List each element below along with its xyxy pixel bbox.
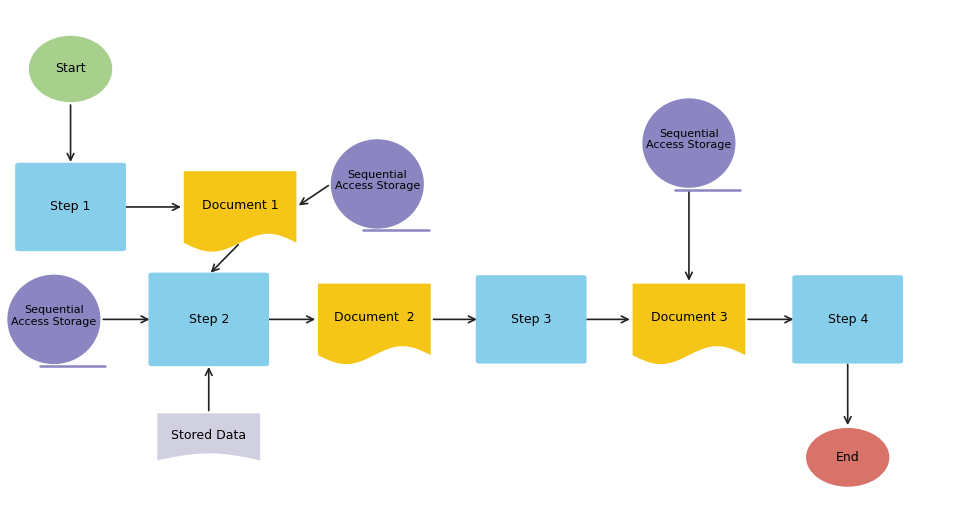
FancyBboxPatch shape	[149, 273, 269, 366]
Text: Sequential
Access Storage: Sequential Access Storage	[647, 129, 731, 150]
Ellipse shape	[806, 428, 889, 486]
Text: Step 1: Step 1	[50, 200, 91, 214]
Text: Sequential
Access Storage: Sequential Access Storage	[12, 305, 96, 327]
Text: Document 1: Document 1	[202, 199, 278, 212]
Text: Document 3: Document 3	[651, 311, 727, 324]
Text: Document  2: Document 2	[334, 311, 415, 324]
Ellipse shape	[28, 36, 112, 102]
Text: Sequential
Access Storage: Sequential Access Storage	[335, 170, 419, 191]
Polygon shape	[184, 171, 296, 251]
FancyBboxPatch shape	[15, 162, 125, 251]
Polygon shape	[318, 284, 431, 364]
FancyBboxPatch shape	[792, 275, 904, 364]
Text: Step 2: Step 2	[188, 313, 229, 326]
Ellipse shape	[331, 139, 424, 229]
Ellipse shape	[643, 98, 735, 188]
Text: Start: Start	[55, 62, 86, 76]
Text: Step 3: Step 3	[511, 313, 552, 326]
Text: End: End	[836, 451, 859, 464]
Ellipse shape	[8, 275, 101, 364]
Text: Step 4: Step 4	[827, 313, 868, 326]
FancyBboxPatch shape	[476, 275, 586, 364]
Text: Stored Data: Stored Data	[172, 429, 246, 443]
Polygon shape	[157, 413, 261, 460]
Polygon shape	[633, 284, 745, 364]
